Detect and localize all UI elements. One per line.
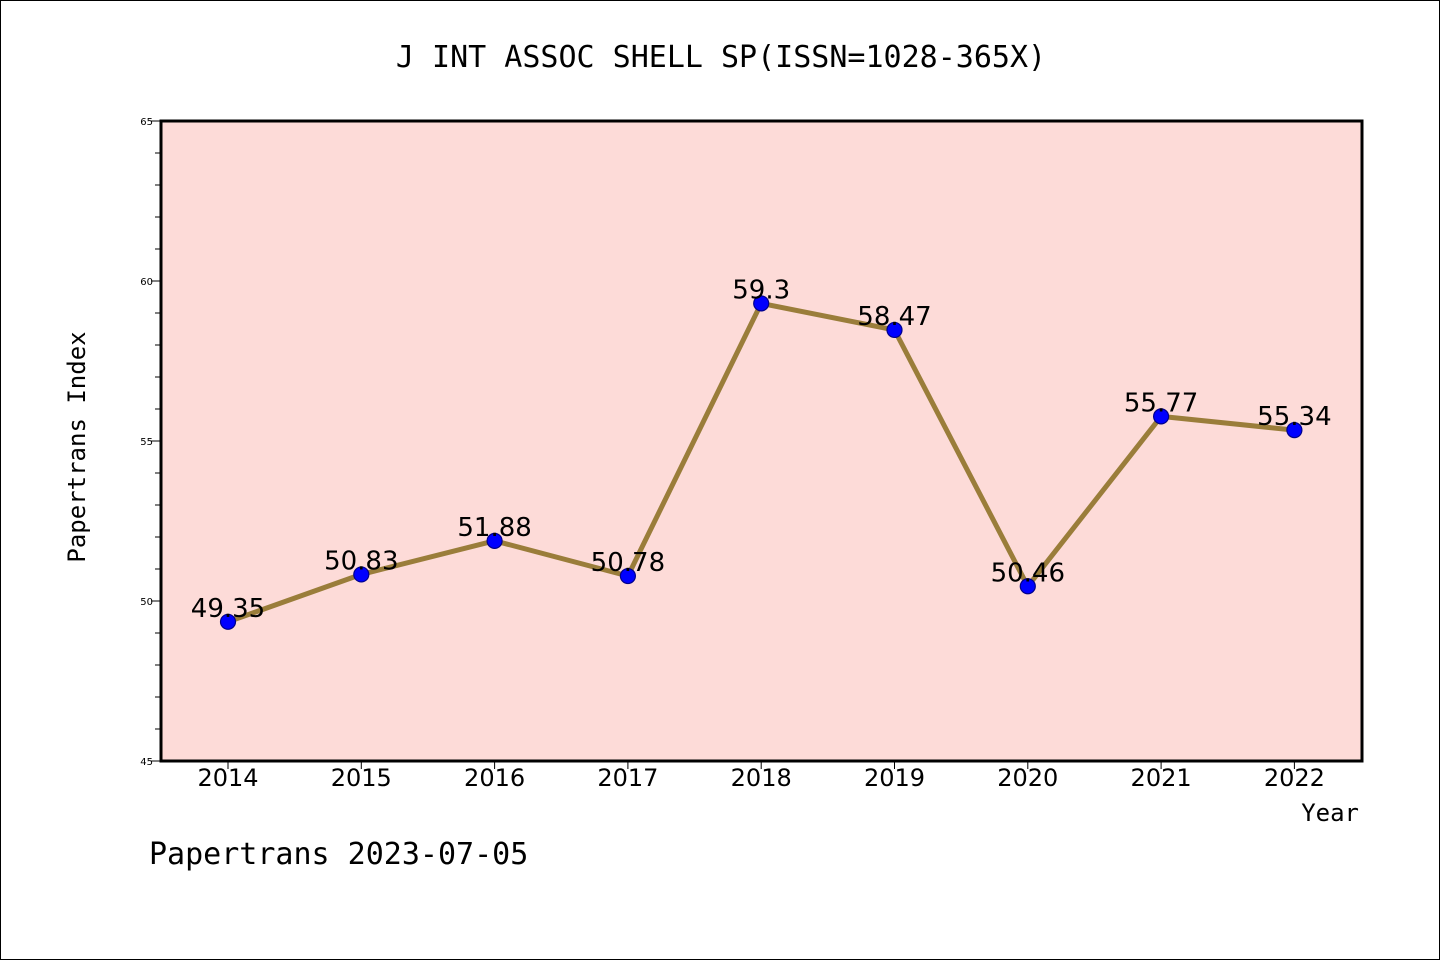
x-tick-label: 2021 — [1131, 764, 1192, 792]
data-label: 51.88 — [457, 513, 531, 543]
data-point — [1019, 578, 1036, 595]
data-point — [886, 321, 903, 339]
data-label: 50.78 — [591, 548, 665, 578]
y-tick-label: 55 — [140, 437, 153, 448]
data-point — [219, 613, 237, 630]
y-tick-label: 50 — [140, 597, 153, 608]
x-tick-label: 2016 — [464, 764, 525, 792]
data-labels: 49.35 50.83 51.88 50.78 59.3 58.47 50.46 55.77 5… — [191, 275, 1332, 623]
data-point — [1286, 422, 1303, 439]
data-label: 55.77 — [1124, 388, 1198, 418]
data-label: 59.3 — [732, 275, 790, 305]
y-axis-ticks: 45 50 55 60 65 — [140, 117, 161, 768]
data-label: 50.46 — [991, 558, 1065, 588]
y-axis-label: Papertrans Index — [63, 331, 91, 562]
y-tick-label: 60 — [140, 277, 153, 288]
x-axis-ticks: 2014 2015 2016 2017 2018 2019 2020 2021 2022 — [197, 761, 1325, 792]
chart-title: J INT ASSOC SHELL SP(ISSN=1028-365X) — [396, 40, 1046, 75]
data-label: 49.35 — [191, 594, 265, 624]
footer-date: Papertrans 2023-07-05 — [149, 837, 528, 872]
x-tick-label: 2018 — [731, 764, 792, 792]
data-point — [353, 566, 370, 583]
y-tick-label: 65 — [140, 117, 153, 128]
y-tick-label: 45 — [140, 757, 153, 768]
x-axis-label: Year — [1301, 799, 1359, 827]
x-tick-label: 2015 — [331, 764, 392, 792]
data-point — [753, 295, 770, 312]
data-markers — [219, 295, 1303, 630]
data-point — [486, 532, 503, 549]
data-point — [1152, 408, 1170, 425]
plot-area — [159, 119, 1364, 763]
x-tick-label: 2019 — [864, 764, 925, 792]
x-tick-label: 2017 — [597, 764, 658, 792]
x-tick-label: 2020 — [997, 764, 1058, 792]
x-tick-label: 2022 — [1264, 764, 1325, 792]
x-tick-label: 2014 — [197, 764, 258, 792]
data-label: 50.83 — [324, 546, 398, 576]
data-point — [619, 567, 637, 585]
data-label: 58.47 — [857, 302, 931, 332]
data-label: 55.34 — [1257, 402, 1331, 432]
